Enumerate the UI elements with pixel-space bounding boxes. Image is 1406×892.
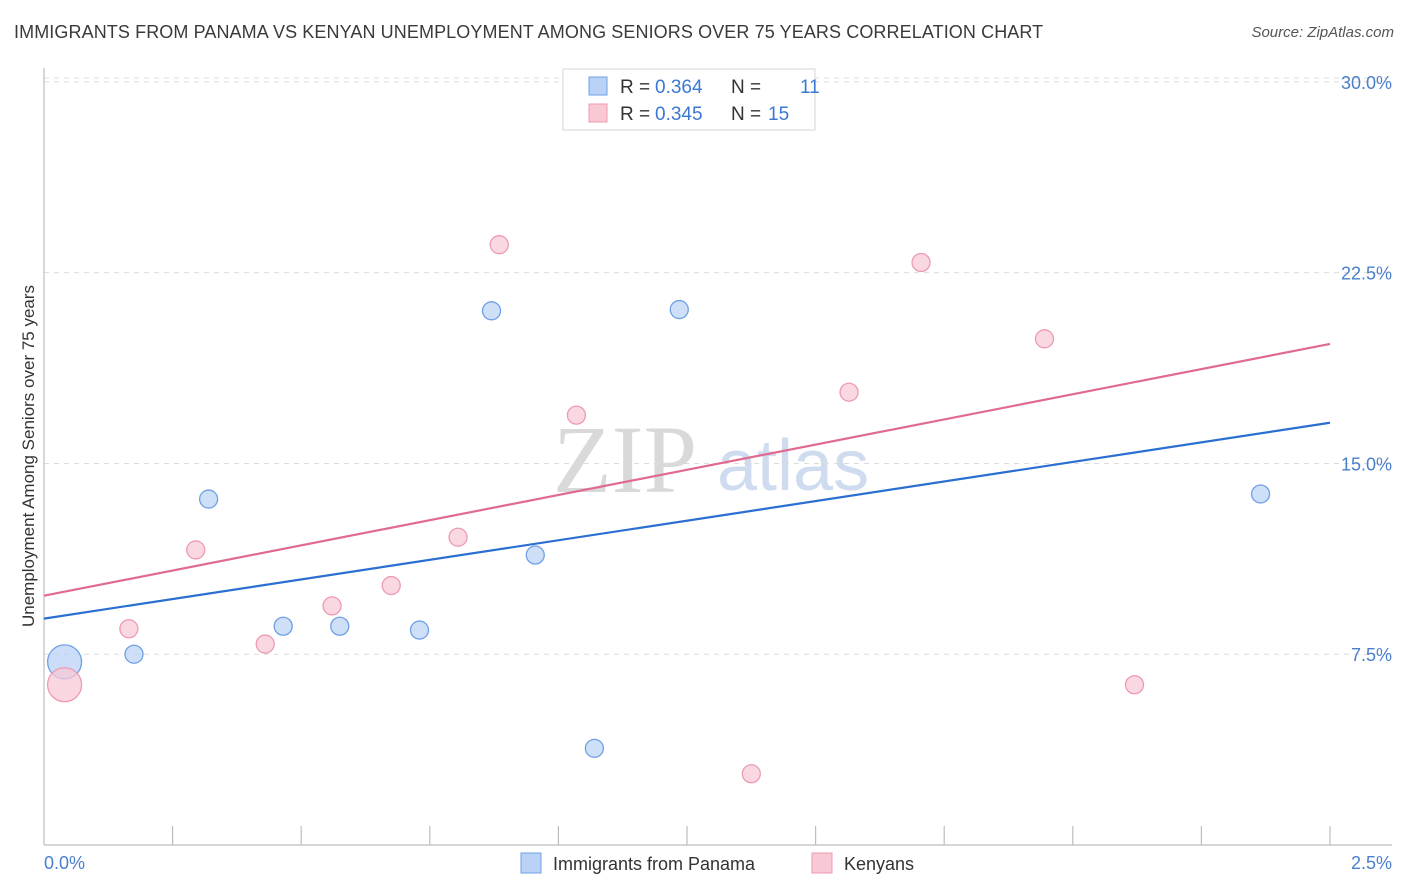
x-tick-label-min: 0.0% xyxy=(44,853,85,873)
legend-swatch-kenyans xyxy=(588,103,608,123)
legend-r-value-panama: 0.364 xyxy=(655,77,703,98)
legend-n-label-panama: N = xyxy=(731,77,761,98)
trend-line-panama xyxy=(43,421,1331,620)
stats-legend: R = 0.364 N = 11 R = 0.345 N = 15 xyxy=(562,68,820,131)
kenyans-point-9 xyxy=(741,764,761,784)
x-tick-label-max: 2.5% xyxy=(1351,853,1392,873)
y-axis-title: Unemployment Among Seniors over 75 years xyxy=(19,285,38,627)
x-axis-ticks xyxy=(172,826,1331,845)
kenyans-point-1 xyxy=(119,619,139,639)
series-label-kenyans: Kenyans xyxy=(844,854,914,874)
source-label: Source: ZipAtlas.com xyxy=(1251,24,1394,41)
kenyans-point-3 xyxy=(255,634,275,654)
kenyans-point-0 xyxy=(46,667,83,703)
legend-r-label-panama: R = xyxy=(620,77,650,98)
kenyans-point-13 xyxy=(1124,675,1145,695)
y-tick-label-3: 30.0% xyxy=(1341,73,1392,93)
panama-point-2 xyxy=(198,489,219,509)
y-tick-label-1: 15.0% xyxy=(1341,454,1392,474)
kenyans-point-7 xyxy=(489,235,509,255)
trend-line-kenyans xyxy=(43,342,1331,597)
legend-n-value-panama: 11 xyxy=(800,77,820,98)
y-tick-label-0: 7.5% xyxy=(1351,645,1392,665)
panama-point-3 xyxy=(273,616,293,636)
watermark: ZIP atlas xyxy=(553,406,869,513)
kenyans-point-6 xyxy=(448,527,468,547)
kenyans-point-4 xyxy=(322,596,342,616)
panama-point-5 xyxy=(409,620,430,640)
panama-point-1 xyxy=(124,644,144,664)
kenyans-point-8 xyxy=(566,405,587,425)
y-tick-labels: 7.5% 15.0% 22.5% 30.0% xyxy=(1341,73,1392,665)
series-legend: Immigrants from Panama Kenyans xyxy=(520,852,914,874)
y-tick-label-2: 22.5% xyxy=(1341,264,1392,284)
panama-point-6 xyxy=(481,301,502,321)
legend-n-value-kenyans: 15 xyxy=(768,104,789,125)
legend-n-label-kenyans: N = xyxy=(731,104,761,125)
panama-point-4 xyxy=(330,616,350,636)
panama-point-7 xyxy=(525,545,545,565)
panama-point-8 xyxy=(584,738,605,758)
series-swatch-panama xyxy=(520,852,542,874)
legend-r-label-kenyans: R = xyxy=(620,104,650,125)
kenyans-point-11 xyxy=(911,252,931,273)
panama-point-9 xyxy=(669,299,689,320)
legend-r-value-kenyans: 0.345 xyxy=(655,104,703,125)
gridlines xyxy=(44,77,1392,655)
kenyans-point-12 xyxy=(1034,329,1055,349)
panama-point-10 xyxy=(1250,484,1271,504)
kenyans-point-2 xyxy=(186,540,206,560)
series-swatch-kenyans xyxy=(811,852,833,874)
chart-title: IMMIGRANTS FROM PANAMA VS KENYAN UNEMPLO… xyxy=(14,22,1044,42)
kenyans-point-5 xyxy=(381,575,401,596)
legend-swatch-panama xyxy=(588,76,608,96)
trend-lines xyxy=(43,342,1331,620)
series-label-panama: Immigrants from Panama xyxy=(553,854,756,874)
scatter-points xyxy=(46,235,1271,784)
kenyans-point-10 xyxy=(839,382,859,402)
